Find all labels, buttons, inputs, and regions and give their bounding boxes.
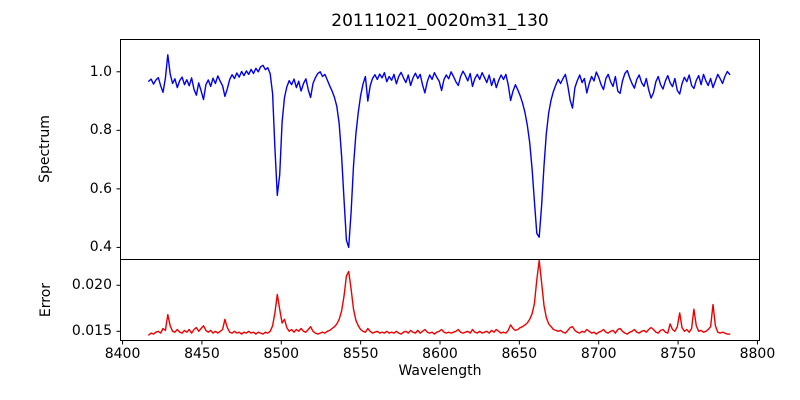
y-axis-label-error: Error: [38, 282, 54, 318]
chart-title: 20111021_0020m31_130: [331, 11, 549, 31]
x-tick-label: 8700: [580, 345, 617, 362]
error-y-tick-label: 0.015: [71, 323, 112, 340]
spectrum-y-tick-label: 1.0: [89, 63, 112, 80]
spectrum-y-tick-label: 0.6: [89, 180, 112, 197]
x-tick-label: 8550: [342, 345, 379, 362]
x-tick-label: 8750: [660, 345, 696, 362]
spectrum-line: [148, 54, 731, 249]
error-line: [148, 259, 731, 336]
x-tick-label: 8650: [501, 345, 538, 362]
spectrum-y-tick-label: 0.4: [89, 239, 112, 256]
x-tick-label: 8800: [739, 345, 776, 362]
spectrum-panel-frame: [120, 39, 760, 260]
x-tick-label: 8500: [263, 345, 300, 362]
x-tick-label: 8600: [422, 345, 458, 362]
error-y-tick-label: 0.020: [71, 277, 112, 294]
x-axis-label: Wavelength: [398, 363, 482, 379]
spectrum-y-tick-label: 0.8: [89, 122, 112, 139]
x-tick-label: 8450: [184, 345, 220, 362]
x-tick-label: 8400: [104, 345, 141, 362]
error-panel-frame: [120, 259, 760, 341]
